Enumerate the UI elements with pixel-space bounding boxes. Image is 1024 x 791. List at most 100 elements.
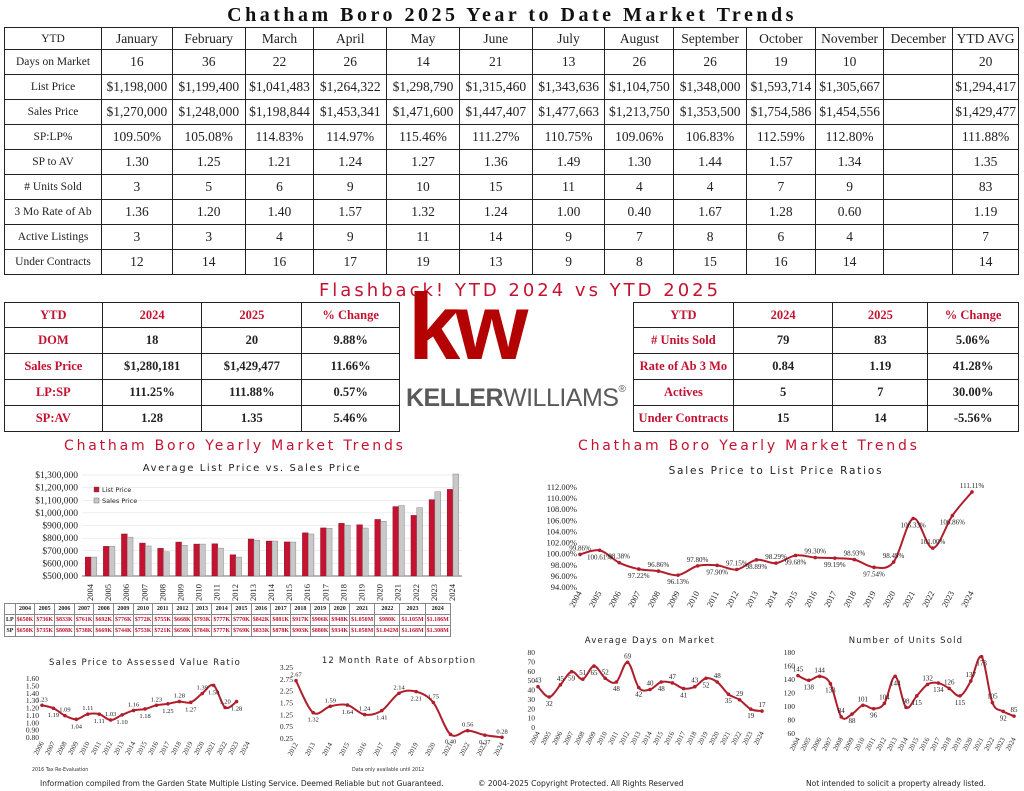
- compare-row: Rate of Ab 3 Mo 0.84 1.19 41.28%: [633, 353, 1019, 380]
- value-cell: $721K: [152, 625, 174, 637]
- y-tick-label: $800,000: [42, 533, 78, 544]
- data-point: [904, 705, 908, 710]
- data-point: [754, 558, 759, 562]
- table-cell: $1,294,417: [952, 74, 1019, 100]
- table-cell: 106.83%: [673, 124, 747, 150]
- data-point: [362, 712, 367, 717]
- table-cell: 4: [244, 224, 315, 250]
- data-label: 106.86%: [940, 519, 965, 527]
- table-row: 3 Mo Rate of Ab 1.36 1.20 1.40 1.57 1.32 1.24 1…: [3, 199, 1019, 225]
- x-tick-label: 2009: [176, 584, 186, 601]
- logo-registered: ®: [618, 384, 626, 395]
- table-cell: 112.59%: [745, 124, 816, 150]
- compare-cell: 11.66%: [301, 353, 400, 380]
- value-cell: $903K: [290, 625, 311, 637]
- chart-title: 12 Month Rate of Absorption: [322, 656, 476, 666]
- data-label: 2.14: [393, 684, 405, 691]
- data-label: 1.23: [36, 696, 47, 703]
- table-cell: $1,198,844: [244, 99, 315, 125]
- data-point: [911, 516, 915, 521]
- table-cell: 16: [101, 49, 173, 75]
- compare-cell: 7: [832, 379, 929, 406]
- data-point: [833, 556, 837, 560]
- y-tick-label: 60: [528, 667, 536, 676]
- table-row: # Units Sold 3 5 6 9 10 15 11 4 4 7 9 83: [3, 174, 1019, 200]
- table-cell: $1,343,636: [531, 74, 606, 100]
- table-cell: 1.57: [745, 149, 816, 175]
- compare-header-cell: % Change: [301, 302, 400, 328]
- table-header-cell: February: [171, 27, 246, 50]
- table-cell: 114.83%: [244, 124, 315, 150]
- table-header-cell: July: [531, 27, 606, 50]
- bar-sales-price: [127, 536, 134, 577]
- data-point: [328, 704, 333, 709]
- data-label: 0.56: [462, 722, 474, 729]
- data-point: [592, 664, 596, 668]
- x-tick-label: 2019: [406, 741, 420, 758]
- compare-header-cell: % Change: [927, 302, 1019, 328]
- data-label: 145: [793, 666, 804, 674]
- x-tick-label: 2010: [194, 584, 204, 601]
- data-point: [850, 712, 854, 716]
- table-cell: 17: [313, 249, 388, 275]
- value-cell: $934K: [329, 625, 351, 637]
- table-corner: [4, 603, 16, 615]
- flashback-title: Flashback! YTD 2024 vs YTD 2025: [318, 280, 722, 301]
- table-cell: 7: [745, 174, 816, 200]
- compare-cell: 30.00%: [927, 379, 1019, 406]
- y-tick-label: 100: [784, 702, 796, 711]
- compare-header-cell: YTD: [633, 302, 734, 328]
- data-label: 1.28: [231, 706, 242, 713]
- data-point: [774, 561, 778, 565]
- table-cell: 11: [531, 174, 606, 200]
- y-tick-label: 50: [528, 676, 536, 685]
- bar-list-price: [392, 506, 399, 577]
- table-cell: 3: [101, 174, 173, 200]
- value-cell: $1.105M: [399, 614, 426, 626]
- value-cell: $948K: [329, 614, 351, 626]
- value-cell: $880K: [309, 625, 331, 637]
- data-point: [760, 709, 764, 713]
- y-tick-label: $500,000: [42, 571, 78, 582]
- bar-list-price: [157, 548, 164, 577]
- year-cell: 2014: [211, 603, 233, 615]
- data-label: 1.32: [307, 717, 318, 724]
- x-tick-label: 2020: [375, 584, 385, 601]
- value-cell: $1.168M: [399, 625, 426, 637]
- x-tick-label: 2024: [959, 589, 976, 609]
- data-point: [40, 703, 44, 708]
- value-cell: $1.186M: [424, 614, 451, 626]
- row-label: Days on Market: [3, 49, 103, 75]
- year-cell: 2005: [34, 603, 56, 615]
- bar-list-price: [410, 515, 417, 577]
- data-label: 85: [1011, 706, 1019, 714]
- data-point: [656, 569, 661, 573]
- compare-cell: 20: [201, 327, 303, 354]
- x-tick-label: 2022: [411, 584, 421, 601]
- value-cell: $833K: [54, 614, 75, 626]
- data-point: [871, 706, 876, 711]
- year-cell: 2017: [270, 603, 292, 615]
- y-tick-label: 0.80: [26, 733, 39, 742]
- y-tick-label: 0.25: [280, 734, 293, 743]
- bar-list-price: [103, 546, 110, 577]
- data-point: [397, 691, 401, 696]
- compare-cell: 14: [832, 405, 929, 432]
- bar-list-price: [193, 543, 200, 577]
- x-tick-label: 2006: [121, 584, 131, 601]
- value-cell: $736K: [34, 614, 56, 626]
- y-tick-label: 10: [528, 714, 536, 723]
- data-label: 1.16: [128, 701, 140, 708]
- value-cell: $650K: [14, 625, 36, 637]
- table-cell: 14: [458, 224, 533, 250]
- data-label: 106.33%: [901, 522, 926, 530]
- bar-sales-price: [452, 473, 459, 577]
- row-label: SP:LP%: [3, 124, 103, 150]
- table-cell: $1,270,000: [101, 99, 173, 125]
- legend-swatch: [93, 486, 100, 493]
- data-point: [311, 710, 315, 715]
- data-point: [625, 660, 630, 665]
- data-point: [465, 728, 470, 733]
- data-point: [154, 703, 159, 708]
- compare-row-label: Under Contracts: [633, 405, 734, 432]
